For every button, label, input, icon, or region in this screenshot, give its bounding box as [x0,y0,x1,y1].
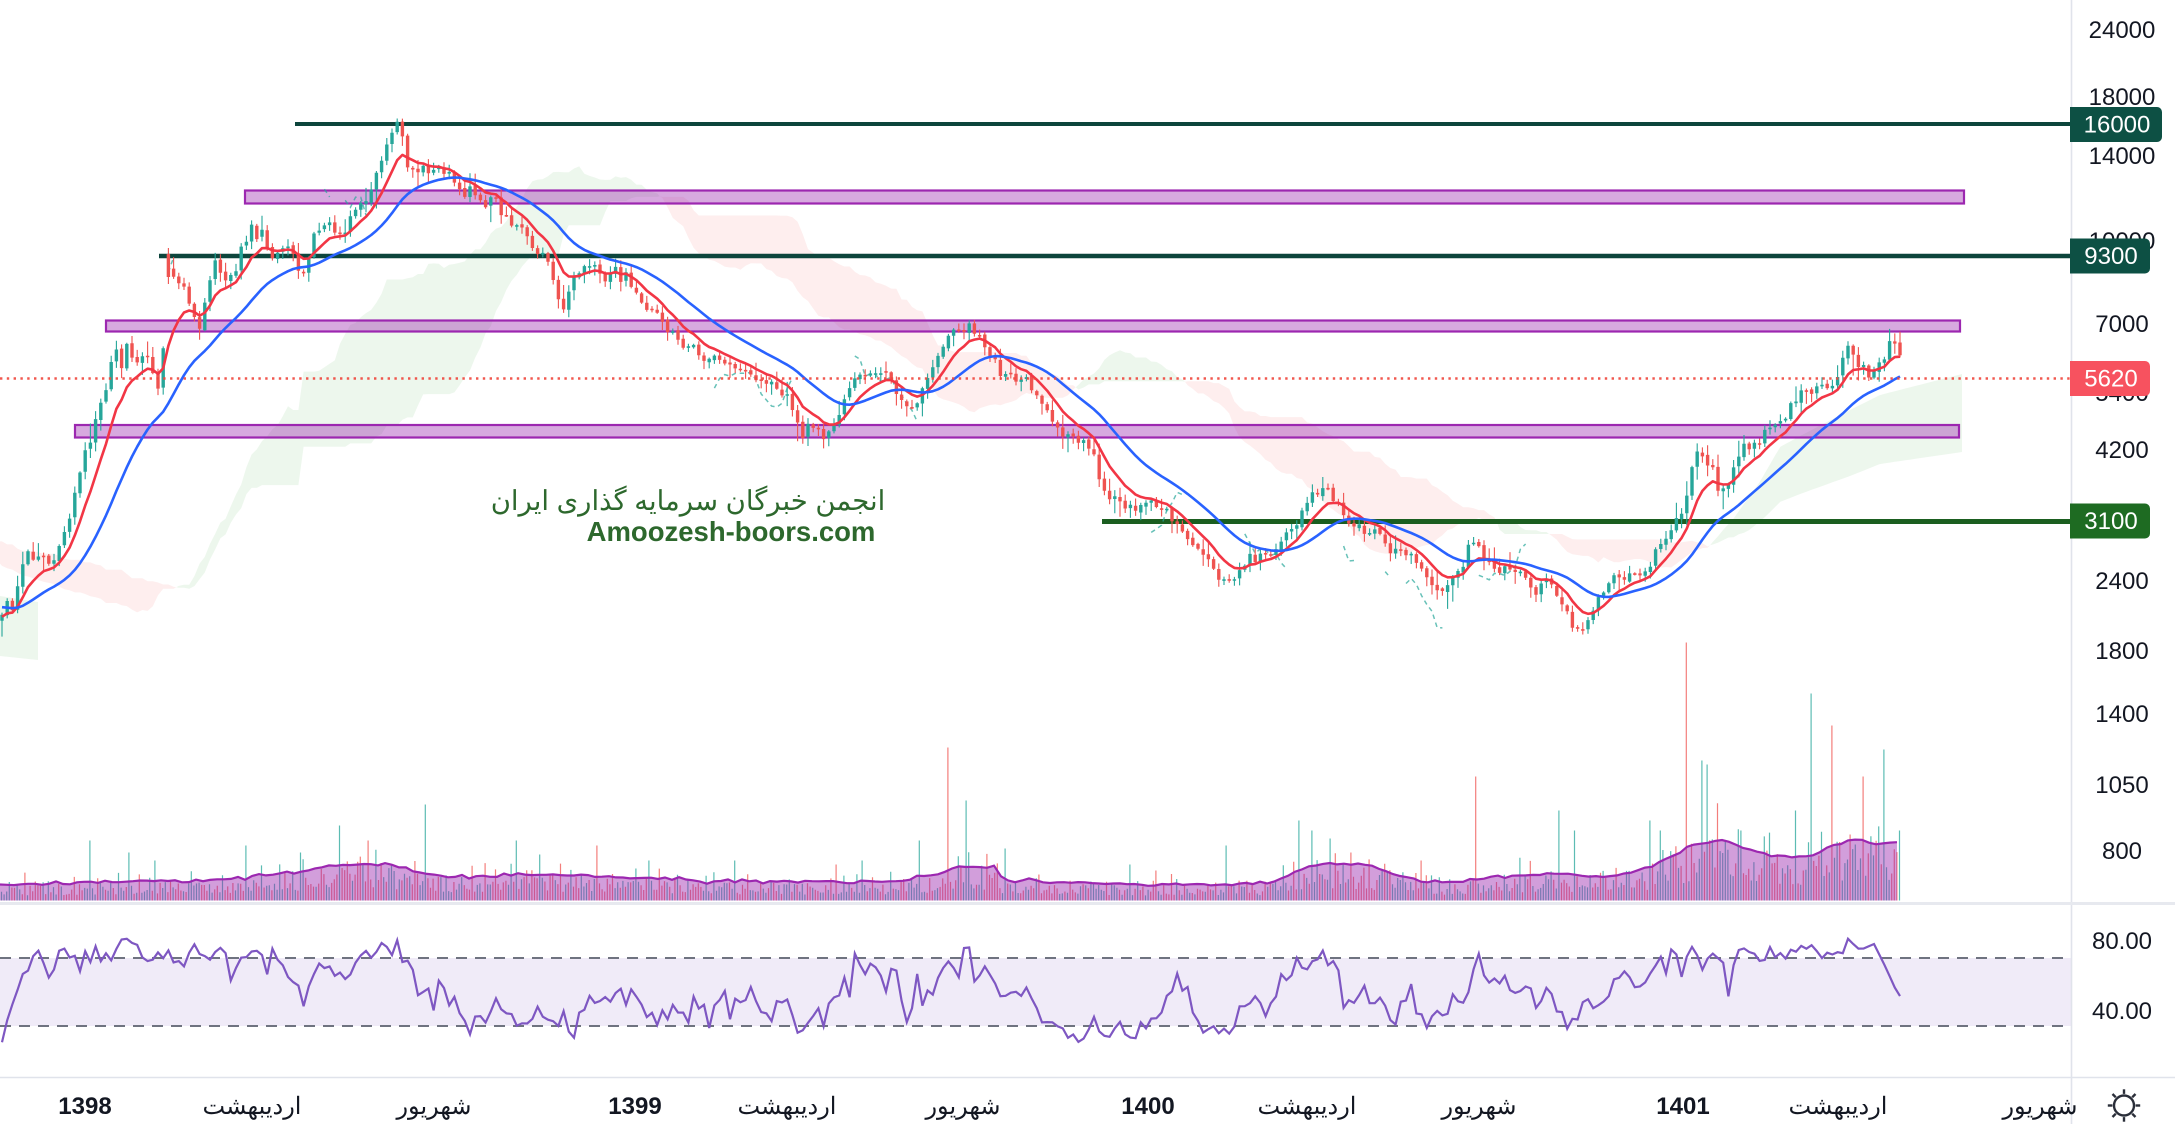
svg-text:اردیبهشت: اردیبهشت [1258,1093,1357,1120]
svg-text:1400: 1400 [2095,701,2148,728]
svg-text:3100: 3100 [2084,508,2137,535]
svg-text:شهریور: شهریور [395,1093,471,1120]
svg-text:اردیبهشت: اردیبهشت [1789,1093,1888,1120]
svg-text:7000: 7000 [2095,311,2148,338]
svg-text:1800: 1800 [2095,638,2148,665]
svg-text:اردیبهشت: اردیبهشت [203,1093,302,1120]
svg-text:24000: 24000 [2089,17,2156,44]
svg-text:شهریور: شهریور [1440,1093,1516,1120]
svg-text:80.00: 80.00 [2092,928,2152,955]
svg-text:18000: 18000 [2089,84,2156,111]
svg-text:1398: 1398 [58,1093,111,1120]
svg-text:Amoozesh-boors.com: Amoozesh-boors.com [587,516,876,547]
svg-text:1399: 1399 [608,1093,661,1120]
svg-text:اردیبهشت: اردیبهشت [738,1093,837,1120]
svg-text:9300: 9300 [2084,243,2137,270]
svg-text:5620: 5620 [2084,366,2137,393]
svg-text:4200: 4200 [2095,437,2148,464]
svg-text:1401: 1401 [1656,1093,1709,1120]
svg-text:40.00: 40.00 [2092,998,2152,1025]
svg-text:1050: 1050 [2095,772,2148,799]
svg-text:1400: 1400 [1121,1093,1174,1120]
svg-text:شهریور: شهریور [2001,1093,2077,1120]
svg-text:شهریور: شهریور [924,1093,1000,1120]
svg-text:800: 800 [2102,838,2142,865]
svg-text:16000: 16000 [2084,112,2151,139]
svg-text:14000: 14000 [2089,143,2156,170]
svg-text:انجمن خبرگان سرمایه گذاری ایرا: انجمن خبرگان سرمایه گذاری ایران [491,484,886,517]
svg-text:2400: 2400 [2095,568,2148,595]
